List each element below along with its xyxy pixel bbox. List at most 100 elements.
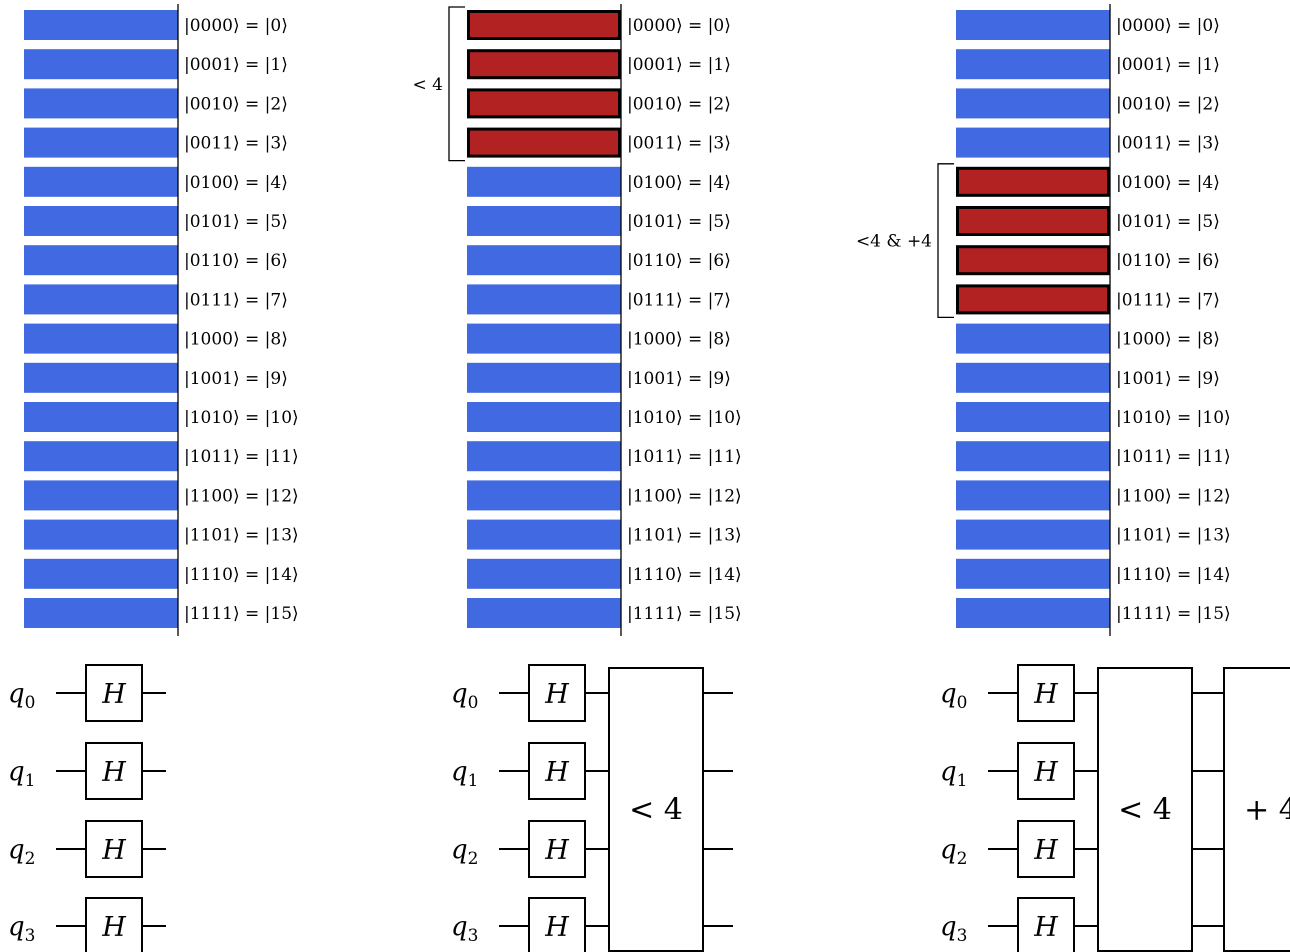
marked-state-bar bbox=[956, 284, 1110, 315]
operation-label: < 4 bbox=[629, 793, 683, 828]
qubit-label: q0 bbox=[451, 679, 478, 713]
operation-gate: < 4 bbox=[1097, 667, 1193, 952]
hadamard-gate: H bbox=[528, 897, 586, 952]
gate-label: H bbox=[1033, 835, 1058, 866]
marked-state-bar bbox=[467, 10, 621, 40]
state-bar bbox=[956, 362, 1110, 393]
state-bar bbox=[956, 480, 1110, 511]
state-label: |0001⟩ = |1⟩ bbox=[627, 55, 731, 75]
state-label: |0000⟩ = |0⟩ bbox=[184, 16, 288, 36]
operation-gate: + 4 bbox=[1223, 667, 1290, 952]
state-label: |0101⟩ = |5⟩ bbox=[184, 212, 288, 232]
panels: |0000⟩ = |0⟩ |0001⟩ = |1⟩ |0010⟩ = |2⟩ |001… bbox=[8, 4, 1290, 952]
state-bar bbox=[467, 245, 621, 276]
operation-gate: < 4 bbox=[608, 667, 704, 952]
gate-box bbox=[1017, 820, 1075, 878]
state-histogram: |0000⟩ = |0⟩ |0001⟩ = |1⟩ |0010⟩ = |2⟩ |001… bbox=[856, 4, 1231, 636]
panel-3: |0000⟩ = |0⟩ |0001⟩ = |1⟩ |0010⟩ = |2⟩ |001… bbox=[856, 4, 1290, 952]
state-bar bbox=[956, 519, 1110, 550]
gate-label: H bbox=[1033, 679, 1058, 710]
gate-label: H bbox=[1033, 912, 1058, 943]
operation-box bbox=[1223, 667, 1290, 952]
hadamard-gate: H bbox=[528, 820, 586, 878]
state-label: |0110⟩ = |6⟩ bbox=[627, 251, 731, 271]
state-bar bbox=[24, 166, 178, 197]
state-bar bbox=[24, 558, 178, 589]
bracket-label: <4 & +4 bbox=[856, 232, 932, 252]
qubit-label: q1 bbox=[8, 757, 35, 791]
state-label: |1111⟩ = |15⟩ bbox=[184, 604, 299, 624]
state-bar bbox=[956, 88, 1110, 119]
selection-bracket bbox=[937, 163, 954, 319]
gate-box bbox=[1017, 742, 1075, 800]
state-bar bbox=[24, 480, 178, 511]
state-bar bbox=[24, 127, 178, 158]
gate-label: H bbox=[1033, 757, 1058, 788]
state-bar bbox=[467, 166, 621, 197]
state-bar bbox=[24, 598, 178, 628]
hadamard-gate: H bbox=[1017, 664, 1075, 722]
state-label: |1110⟩ = |14⟩ bbox=[1116, 565, 1231, 585]
gate-box bbox=[528, 664, 586, 722]
state-label: |0000⟩ = |0⟩ bbox=[1116, 16, 1220, 36]
gate-box bbox=[85, 820, 143, 878]
hadamard-gate: H bbox=[528, 742, 586, 800]
bracket-label: < 4 bbox=[413, 75, 443, 95]
marked-state-bar bbox=[956, 166, 1110, 197]
state-bar bbox=[956, 558, 1110, 589]
hadamard-gate: H bbox=[85, 820, 143, 878]
hadamard-gate: H bbox=[85, 664, 143, 722]
marked-state-bar bbox=[956, 245, 1110, 276]
quantum-circuit: q0 Hq1 Hq2 Hq3 H < 4 bbox=[451, 664, 733, 952]
marked-state-bar bbox=[467, 88, 621, 119]
state-label: |0100⟩ = |4⟩ bbox=[1116, 173, 1220, 193]
state-label: |1000⟩ = |8⟩ bbox=[627, 330, 731, 350]
qubit-label: q2 bbox=[8, 835, 35, 869]
state-bar bbox=[956, 598, 1110, 628]
state-label: |1010⟩ = |10⟩ bbox=[184, 408, 299, 428]
quantum-circuit: q0 Hq1 Hq2 Hq3 H < 4 + 4 bbox=[940, 664, 1290, 952]
state-bar bbox=[956, 323, 1110, 354]
marked-state-bar bbox=[467, 127, 621, 158]
state-label: |0100⟩ = |4⟩ bbox=[184, 173, 288, 193]
state-bar bbox=[467, 558, 621, 589]
gate-box bbox=[85, 897, 143, 952]
state-bar bbox=[467, 402, 621, 432]
state-bar bbox=[24, 441, 178, 472]
qubit-label: q3 bbox=[8, 912, 35, 946]
gate-box bbox=[1017, 664, 1075, 722]
state-bar bbox=[956, 441, 1110, 472]
state-bar bbox=[467, 284, 621, 315]
state-label: |0110⟩ = |6⟩ bbox=[1116, 251, 1220, 271]
state-label: |1100⟩ = |12⟩ bbox=[1116, 486, 1231, 506]
state-label: |1011⟩ = |11⟩ bbox=[627, 447, 742, 467]
state-bar bbox=[956, 127, 1110, 158]
state-label: |0011⟩ = |3⟩ bbox=[1116, 134, 1220, 154]
state-bar bbox=[467, 323, 621, 354]
hadamard-gate: H bbox=[1017, 897, 1075, 952]
state-label: |1001⟩ = |9⟩ bbox=[184, 369, 288, 389]
qubit-label: q3 bbox=[451, 912, 478, 946]
state-bar bbox=[467, 441, 621, 472]
state-bar bbox=[24, 245, 178, 276]
hadamard-gate: H bbox=[85, 897, 143, 952]
state-label: |1011⟩ = |11⟩ bbox=[1116, 447, 1231, 467]
gate-label: H bbox=[101, 757, 126, 788]
state-label: |1111⟩ = |15⟩ bbox=[627, 604, 742, 624]
state-bar bbox=[24, 206, 178, 236]
qubit-label: q2 bbox=[451, 835, 478, 869]
state-label: |0111⟩ = |7⟩ bbox=[1116, 290, 1220, 310]
state-label: |0111⟩ = |7⟩ bbox=[184, 290, 288, 310]
gate-label: H bbox=[544, 757, 569, 788]
state-label: |0100⟩ = |4⟩ bbox=[627, 173, 731, 193]
gate-box bbox=[85, 742, 143, 800]
state-label: |1010⟩ = |10⟩ bbox=[627, 408, 742, 428]
qubit-label: q3 bbox=[940, 912, 967, 946]
qubit-label: q1 bbox=[451, 757, 478, 791]
state-label: |1001⟩ = |9⟩ bbox=[627, 369, 731, 389]
state-bar bbox=[24, 284, 178, 315]
gate-box bbox=[528, 897, 586, 952]
state-label: |1110⟩ = |14⟩ bbox=[184, 565, 299, 585]
state-bar bbox=[467, 598, 621, 628]
state-bar bbox=[24, 323, 178, 354]
